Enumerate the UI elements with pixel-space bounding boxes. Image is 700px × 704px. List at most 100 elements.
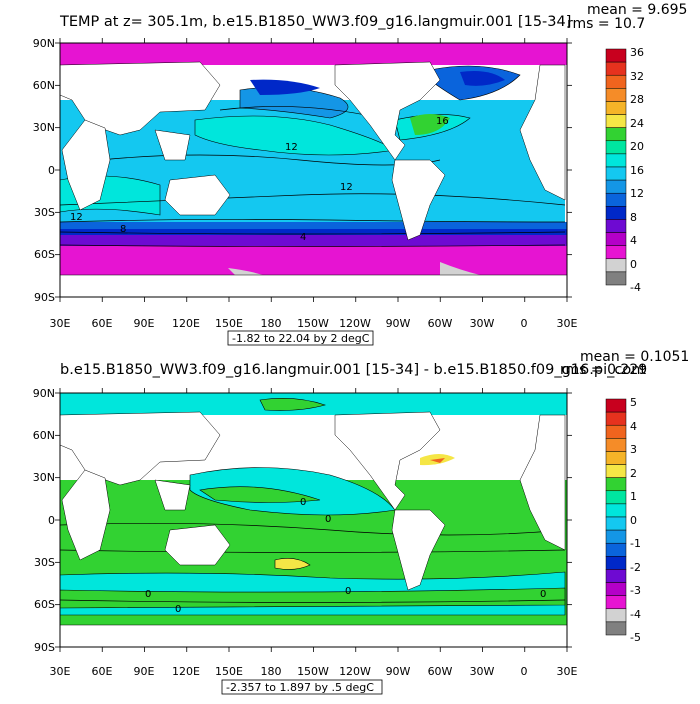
lat-tick-label: 30N — [33, 471, 55, 484]
lon-tick-label: 150E — [215, 665, 243, 678]
colorbar-label: 3 — [630, 443, 637, 456]
rms-stat: rms = 0.229 — [560, 362, 647, 378]
colorbar-swatch — [605, 398, 627, 413]
lat-tick-label: 60N — [33, 429, 55, 442]
colorbar-swatch — [605, 219, 627, 233]
colorbar-swatch — [605, 166, 627, 181]
plot-title: TEMP at z= 305.1m, b.e15.B1850_WW3.f09_g… — [59, 14, 571, 30]
land-masses — [60, 61, 567, 297]
lon-tick-label: 60E — [92, 665, 113, 678]
lon-tick-label: 30E — [50, 317, 71, 330]
svg-text:0: 0 — [300, 497, 306, 508]
colorbar-label: 4 — [630, 420, 637, 433]
colorbar-swatch — [605, 503, 627, 518]
colorbar-label: 5 — [630, 396, 637, 409]
lon-tick-label: 120E — [172, 317, 200, 330]
lat-tick-label: 0 — [48, 164, 55, 177]
colorbar-swatch — [605, 464, 627, 478]
southern-ocean-cold-band — [60, 245, 567, 275]
lon-tick-label: 90W — [386, 317, 411, 330]
colorbar-label: 0 — [630, 514, 637, 527]
land-masses — [60, 411, 567, 647]
colorbar-label: 24 — [630, 117, 644, 130]
colorbar-labels: 5 4 3 2 1 0 -1 -2 -3 -4 -5 — [630, 396, 641, 644]
colorbar-swatch — [605, 258, 627, 273]
lon-tick-label: 0 — [521, 317, 528, 330]
colorbar-swatch — [605, 529, 627, 544]
colorbar-swatch — [605, 621, 627, 636]
lon-tick-label: 90E — [134, 665, 155, 678]
colorbar-swatch — [605, 542, 627, 557]
svg-text:8: 8 — [120, 224, 126, 235]
panel-temperature: TEMP at z= 305.1m, b.e15.B1850_WW3.f09_g… — [0, 0, 700, 350]
lat-tick-label: 60N — [33, 79, 55, 92]
svg-text:0: 0 — [325, 514, 331, 525]
colorbar-swatch — [605, 477, 627, 492]
colorbar-label: -4 — [630, 608, 641, 621]
colorbar-swatch — [605, 556, 627, 570]
colorbar-swatch — [605, 127, 627, 142]
lon-tick-label: 180 — [261, 665, 282, 678]
lon-tick-label: 150W — [297, 317, 329, 330]
range-note-box — [227, 330, 374, 346]
colorbar-label: 4 — [630, 234, 637, 247]
temperature-map-figure: TEMP at z= 305.1m, b.e15.B1850_WW3.f09_g… — [33, 2, 687, 346]
colorbar-swatch — [605, 569, 627, 583]
lat-tick-label: 90N — [33, 37, 55, 50]
svg-text:16: 16 — [436, 116, 449, 127]
lon-tick-label: 150W — [297, 665, 329, 678]
mean-stat: mean = 0.1051 — [580, 350, 689, 365]
lon-tick-label: 30E — [557, 665, 578, 678]
colorbar-label: 28 — [630, 93, 644, 106]
lon-tick-label: 30E — [50, 665, 71, 678]
colorbar-swatch — [605, 192, 627, 207]
colorbar-label: 36 — [630, 46, 644, 59]
colorbar — [605, 398, 627, 636]
lat-axis-labels: 90N 60N 30N 0 30S 60S 90S — [33, 37, 55, 304]
svg-text:12: 12 — [285, 142, 298, 153]
colorbar-swatch — [605, 411, 627, 426]
range-note-box — [221, 679, 383, 695]
svg-text:4: 4 — [300, 232, 306, 243]
contour-lines — [60, 522, 566, 603]
colorbar-label: 20 — [630, 140, 644, 153]
colorbar-labels: 36 32 28 24 20 16 12 8 4 0 -4 — [630, 46, 644, 294]
lat-tick-label: 0 — [48, 514, 55, 527]
colorbar-swatch — [605, 114, 627, 128]
panel-difference: b.e15.B1850_WW3.f09_g16.langmuir.001 [15… — [0, 349, 700, 700]
temperature-map: 16 12 12 12 8 4 — [60, 43, 567, 297]
lon-tick-label: 120W — [339, 665, 371, 678]
lon-axis-labels: 30E 60E 90E 120E 150E 180 150W 120W 90W … — [50, 665, 578, 678]
colorbar-label: -4 — [630, 281, 641, 294]
colorbar-swatch — [605, 88, 627, 102]
colorbar-label: -1 — [630, 537, 641, 550]
colorbar-swatch — [605, 438, 627, 452]
lon-tick-label: 90E — [134, 317, 155, 330]
colorbar-label: 32 — [630, 70, 644, 83]
range-note: -1.82 to 22.04 by 2 degC — [232, 332, 370, 345]
plot-title: b.e15.B1850_WW3.f09_g16.langmuir.001 [15… — [60, 362, 646, 378]
svg-text:0: 0 — [145, 589, 151, 600]
lon-tick-label: 120E — [172, 665, 200, 678]
contour-labels: 16 12 12 12 8 4 — [70, 116, 449, 243]
lon-tick-label: 150E — [215, 317, 243, 330]
colorbar-swatch — [605, 271, 627, 286]
colorbar-label: -5 — [630, 631, 641, 644]
lat-tick-label: 90S — [34, 291, 55, 304]
colorbar-label: 16 — [630, 164, 644, 177]
colorbar-swatch — [605, 582, 627, 596]
difference-map-figure: b.e15.B1850_WW3.f09_g16.langmuir.001 [15… — [33, 349, 689, 695]
svg-text:0: 0 — [175, 604, 181, 615]
colorbar-swatch — [605, 74, 627, 89]
difference-map: 0 0 0 0 0 0 — [60, 393, 567, 647]
colorbar-swatch — [605, 595, 627, 610]
lat-tick-label: 90N — [33, 387, 55, 400]
lon-tick-label: 0 — [521, 665, 528, 678]
colorbar-label: -2 — [630, 561, 641, 574]
range-note: -2.357 to 1.897 by .5 degC — [226, 681, 374, 694]
svg-text:0: 0 — [540, 589, 546, 600]
lon-axis-labels: 30E 60E 90E 120E 150E 180 150W 120W 90W … — [50, 317, 578, 330]
axis-ticks — [55, 388, 572, 652]
lat-tick-label: 60S — [34, 598, 55, 611]
lat-axis-labels: 90N 60N 30N 0 30S 60S 90S — [33, 387, 55, 654]
